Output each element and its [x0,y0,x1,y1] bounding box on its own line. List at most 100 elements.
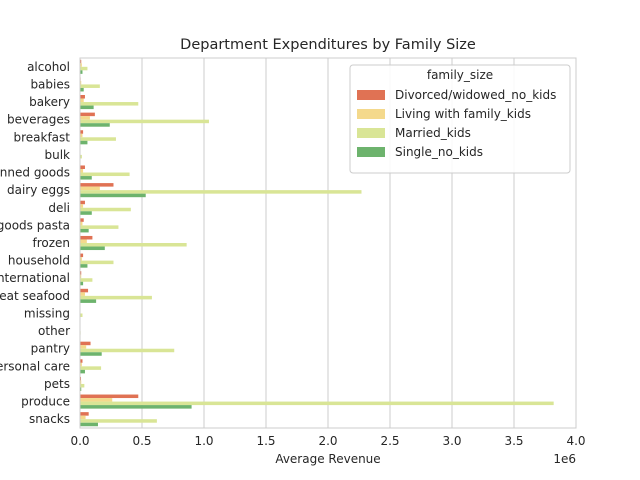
bar [80,137,116,141]
bar [80,415,86,420]
bar [80,130,84,134]
y-tick-label: bulk [44,148,70,162]
x-axis-scale-label: 1e6 [553,452,576,466]
bar [80,235,93,240]
bar [80,239,87,243]
bar [80,274,82,279]
y-axis-ticks: alcohol babies bakery beverages breakfast bul… [0,60,70,426]
bar [80,412,89,416]
x-tick-label: 2.0 [318,434,337,448]
bar [80,352,102,356]
bar [80,419,157,423]
x-tick-label: 2.5 [380,434,399,448]
bar [80,84,100,88]
y-tick-label: dry goods pasta [0,218,70,232]
bar [80,95,85,99]
legend-swatch [357,90,385,100]
y-tick-label: produce [21,395,70,409]
bar [80,80,82,85]
bar [80,105,94,110]
y-tick-label: beverages [7,113,70,127]
y-tick-label: deli [48,201,70,215]
bar [80,102,139,106]
x-tick-label: 3.5 [504,434,523,448]
bar [80,169,84,173]
bar [80,225,119,229]
bar [80,165,85,169]
y-tick-label: pets [44,377,70,391]
bar [80,278,93,282]
bar [80,63,82,67]
x-axis-label: Average Revenue [275,452,380,466]
y-tick-label: pantry [31,342,70,356]
bar [80,228,89,233]
bar [80,405,192,409]
bar [80,59,82,64]
bar [80,154,82,159]
y-tick-label: babies [30,77,70,91]
bar [80,345,87,349]
bar [80,112,95,117]
plot-area [79,57,577,429]
legend-title: family_size [427,68,493,82]
x-tick-label: 1.5 [256,434,275,448]
bar [80,133,83,138]
bars [80,59,554,427]
legend-entry: Single_no_kids [395,145,483,159]
bar [80,257,82,261]
x-tick-label: 0.0 [70,434,89,448]
bar [80,380,82,384]
bar [80,366,102,370]
bar [80,359,83,363]
x-tick-label: 4.0 [566,434,585,448]
bar [80,116,90,120]
legend-entry: Living with family_kids [395,107,531,121]
y-tick-label: personal care [0,359,70,373]
legend-entry: Married_kids [395,126,471,140]
y-tick-label: snacks [29,412,70,426]
bar [80,264,88,268]
x-tick-label: 0.5 [132,434,151,448]
x-axis-ticks: 0.0 0.5 1.0 1.5 2.0 2.5 3.0 3.5 4.0 [70,434,585,448]
bar [80,87,84,92]
bar [80,193,146,198]
y-tick-label: dairy eggs [7,183,70,197]
bar [80,123,110,127]
y-tick-label: canned goods [0,166,70,180]
bar [80,288,89,293]
bar [80,176,92,180]
bar [80,98,84,103]
bar [80,70,83,74]
chart-title: Department Expenditures by Family Size [180,37,476,53]
bar [80,295,152,300]
bar [80,200,85,205]
y-tick-label: household [8,254,70,268]
bar [80,362,82,367]
bar [80,281,84,286]
y-tick-label: bakery [29,95,70,109]
bar [80,341,91,346]
x-tick-label: 1.0 [194,434,213,448]
bar [80,246,105,251]
bar [80,260,114,265]
legend: family_size Divorced/widowed_no_kids Livi… [349,64,571,174]
bar [80,243,187,247]
y-tick-label: international [0,271,70,285]
bar [80,422,98,427]
bar [80,207,131,212]
bar [80,253,84,258]
legend-swatch [357,147,385,157]
bar [80,398,113,402]
bar [80,190,362,194]
legend-entry: Divorced/widowed_no_kids [395,88,556,102]
legend-items: Divorced/widowed_no_kids Living with fami… [357,88,556,159]
bar [80,172,130,177]
y-tick-label: other [38,324,70,338]
bar [80,299,97,303]
y-tick-label: missing [24,306,70,320]
bar [80,221,83,226]
y-tick-label: breakfast [13,130,70,144]
bar [80,204,84,208]
y-tick-label: frozen [32,236,70,250]
